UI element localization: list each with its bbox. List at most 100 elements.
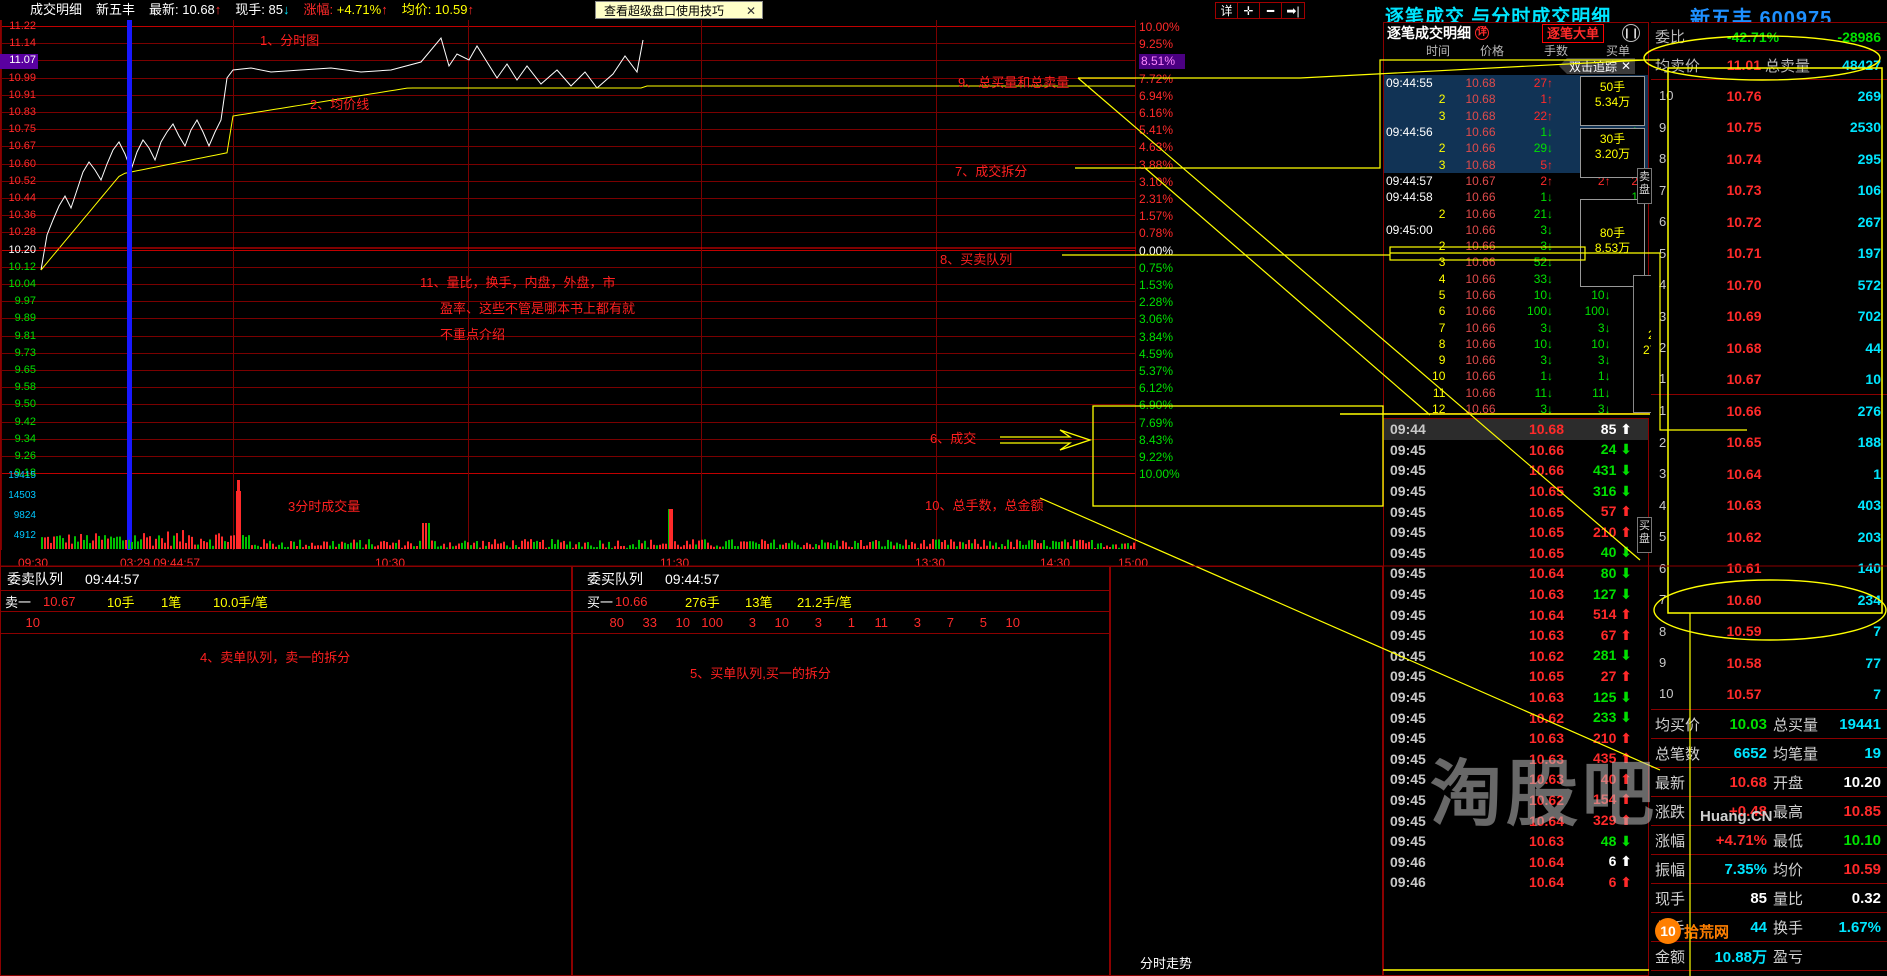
recent-volume: 281 ⬇ <box>1593 647 1632 664</box>
tick-row[interactable]: 12 10.66 3↓ 3↓ <box>1384 401 1648 417</box>
order-book-row[interactable]: 1 10.67 10 <box>1651 364 1887 395</box>
close-icon[interactable]: ✕ <box>746 3 757 18</box>
order-book-row[interactable]: 3 10.64 1 <box>1651 458 1887 490</box>
recent-trades-panel[interactable]: 09:44 10.68 85 ⬆ 09:45 10.66 24 ⬇ 09:45 10.66 43… <box>1383 418 1649 976</box>
recent-trade-row[interactable]: 09:45 10.62 154 ⬆ <box>1384 790 1648 811</box>
buy-levels[interactable]: 1 10.66 276 2 10.65 188 3 10.64 1 4 10.63 403 5 10.62… <box>1651 395 1887 710</box>
percent-tick: 6.16% <box>1139 106 1174 120</box>
order-book-row[interactable]: 7 10.60 234 <box>1651 584 1887 616</box>
order-book-row[interactable]: 9 10.58 77 <box>1651 647 1887 679</box>
level-qty: 10 <box>1865 370 1881 387</box>
tick-row[interactable]: 8 10.66 10↓ 10↓ <box>1384 336 1648 352</box>
recent-volume: 210 ⬆ <box>1593 523 1632 540</box>
volume-tick: 9824 <box>13 510 36 521</box>
tick-bid: 3↓ <box>1597 353 1611 368</box>
recent-trade-row[interactable]: 09:45 10.63 40 ⬆ <box>1384 769 1648 790</box>
price-tick: 10.04 <box>8 278 36 290</box>
tick-price: 10.68 <box>1465 108 1496 123</box>
order-book-row[interactable]: 5 10.71 197 <box>1651 238 1887 270</box>
close-icon[interactable]: ✕ <box>1621 59 1632 73</box>
recent-trade-row[interactable]: 09:45 10.64 514 ⬆ <box>1384 604 1648 625</box>
recent-trade-row[interactable]: 09:45 10.63 67 ⬆ <box>1384 625 1648 646</box>
sell-one-avg: 10.0手/笔 <box>213 594 268 610</box>
recent-trade-row[interactable]: 09:45 10.66 24 ⬇ <box>1384 440 1648 461</box>
recent-trade-row[interactable]: 09:45 10.63 125 ⬇ <box>1384 687 1648 708</box>
recent-trade-row[interactable]: 09:45 10.65 57 ⬆ <box>1384 501 1648 522</box>
order-book-row[interactable]: 2 10.68 44 <box>1651 332 1887 364</box>
double-track-tag[interactable]: 双击追踪 ✕ <box>1559 58 1636 74</box>
order-book-row[interactable]: 5 10.62 203 <box>1651 521 1887 553</box>
stat-row: 现手 85 量比 0.32 <box>1651 884 1887 913</box>
recent-trade-row[interactable]: 09:46 10.64 6 ⬆ <box>1384 851 1648 872</box>
minus-icon[interactable]: ━ <box>1260 3 1282 18</box>
recent-trade-row[interactable]: 09:45 10.63 127 ⬇ <box>1384 584 1648 605</box>
recent-trade-row[interactable]: 09:45 10.66 431 ⬇ <box>1384 460 1648 481</box>
tick-time: 11 <box>1432 385 1446 400</box>
recent-trade-row[interactable]: 09:45 10.62 281 ⬇ <box>1384 646 1648 667</box>
sell-queue-panel[interactable]: 委卖队列 09:44:57 卖一 10.67 10手 1笔 10.0手/笔 10 <box>0 566 572 976</box>
recent-trade-row[interactable]: 09:45 10.65 210 ⬆ <box>1384 522 1648 543</box>
annotation-3: 3分时成交量 <box>288 499 361 514</box>
tick-time: 2 <box>1438 206 1446 221</box>
plus-icon[interactable]: ✛ <box>1238 3 1260 18</box>
tick-row[interactable]: 10 10.66 1↓ 1↓ <box>1384 368 1648 384</box>
recent-trade-row[interactable]: 09:45 10.63 48 ⬇ <box>1384 831 1648 852</box>
order-book-row[interactable]: 4 10.70 572 <box>1651 269 1887 301</box>
recent-volume: 125 ⬇ <box>1593 688 1632 705</box>
order-book-row[interactable]: 9 10.75 2530 <box>1651 112 1887 144</box>
level-price: 10.58 <box>1726 654 1762 671</box>
recent-trade-row[interactable]: 09:44 10.68 85 ⬆ <box>1384 419 1648 440</box>
buy-queue-panel[interactable]: 委买队列 09:44:57 买一 10.66 276手 13笔 21.2手/笔 … <box>572 566 1110 976</box>
buy-one-count: 13笔 <box>745 594 773 610</box>
order-book-row[interactable]: 7 10.73 106 <box>1651 175 1887 207</box>
tick-time: 7 <box>1438 320 1446 335</box>
order-book-panel[interactable]: 委比 -42.71% -28986 均卖价 11.01 总卖量 48427 10… <box>1651 22 1887 976</box>
order-book-row[interactable]: 4 10.63 403 <box>1651 490 1887 522</box>
tick-row[interactable]: 5 10.66 10↓ 10↓ <box>1384 287 1648 303</box>
tick-row[interactable]: 9 10.66 3↓ 3↓ <box>1384 352 1648 368</box>
tick-row[interactable]: 7 10.66 3↓ 3↓ <box>1384 319 1648 335</box>
recent-trade-row[interactable]: 09:45 10.64 329 ⬆ <box>1384 810 1648 831</box>
tick-detail-panel[interactable]: 逐笔成交明细 详 逐笔大单 ❙❙ 时间 价格 手数 买单 双击追踪 ✕ 09:4… <box>1383 22 1695 449</box>
tick-row[interactable]: 6 10.66 100↓ 100↓ <box>1384 303 1648 319</box>
recent-trade-row[interactable]: 09:45 10.65 27 ⬆ <box>1384 666 1648 687</box>
pause-icon[interactable]: ❙❙ <box>1622 24 1640 42</box>
order-book-row[interactable]: 10 10.76 269 <box>1651 80 1887 112</box>
stat-value2: 10.20 <box>1843 773 1881 791</box>
order-book-row[interactable]: 8 10.74 295 <box>1651 143 1887 175</box>
order-book-row[interactable]: 6 10.61 140 <box>1651 553 1887 585</box>
tick-volume: 1↓ <box>1540 190 1554 205</box>
tick-row[interactable]: 11 10.66 11↓ 11↓ <box>1384 385 1648 401</box>
order-book-row[interactable]: 6 10.72 267 <box>1651 206 1887 238</box>
level-price: 10.62 <box>1726 528 1762 545</box>
big-order-button[interactable]: 逐笔大单 <box>1541 24 1604 43</box>
sell-levels[interactable]: 10 10.76 269 9 10.75 2530 8 10.74 295 7 10.73 106 6 1… <box>1651 80 1887 395</box>
bottom-tab-intraday[interactable]: 分时走势 <box>1140 956 1193 971</box>
recent-trade-row[interactable]: 09:45 10.62 233 ⬇ <box>1384 707 1648 728</box>
order-book-row[interactable]: 3 10.69 702 <box>1651 301 1887 333</box>
recent-price: 10.63 <box>1528 771 1564 788</box>
recent-trade-row[interactable]: 09:45 10.65 40 ⬇ <box>1384 543 1648 564</box>
price-tick: 10.44 <box>8 192 36 204</box>
recent-price: 10.65 <box>1528 483 1564 500</box>
detail-badge-icon[interactable]: 详 <box>1475 25 1489 40</box>
recent-trade-row[interactable]: 09:46 10.64 6 ⬆ <box>1384 872 1648 893</box>
order-book-row[interactable]: 1 10.66 276 <box>1651 395 1887 427</box>
percent-tick: 0.00% <box>1139 243 1174 258</box>
detail-button[interactable]: 详 <box>1216 3 1238 18</box>
order-book-row[interactable]: 10 10.57 7 <box>1651 679 1887 710</box>
next-icon[interactable]: ➡| <box>1286 3 1300 18</box>
chart-toolbar[interactable]: 详 ✛ ━ ➡| <box>1215 2 1305 19</box>
tick-volume: 2↑ <box>1540 173 1554 188</box>
tick-time: 09:44:55 <box>1386 76 1433 91</box>
recent-trade-row[interactable]: 09:45 10.64 80 ⬇ <box>1384 563 1648 584</box>
recent-trade-row[interactable]: 09:45 10.65 316 ⬇ <box>1384 481 1648 502</box>
tick-price: 10.66 <box>1465 222 1496 237</box>
tip-banner[interactable]: 查看超级盘口使用技巧 ✕ <box>595 1 764 19</box>
recent-volume: 127 ⬇ <box>1593 585 1632 602</box>
order-book-row[interactable]: 8 10.59 7 <box>1651 616 1887 648</box>
intraday-chart[interactable] <box>0 20 1136 568</box>
level-qty: 269 <box>1857 87 1881 104</box>
order-book-row[interactable]: 2 10.65 188 <box>1651 427 1887 459</box>
